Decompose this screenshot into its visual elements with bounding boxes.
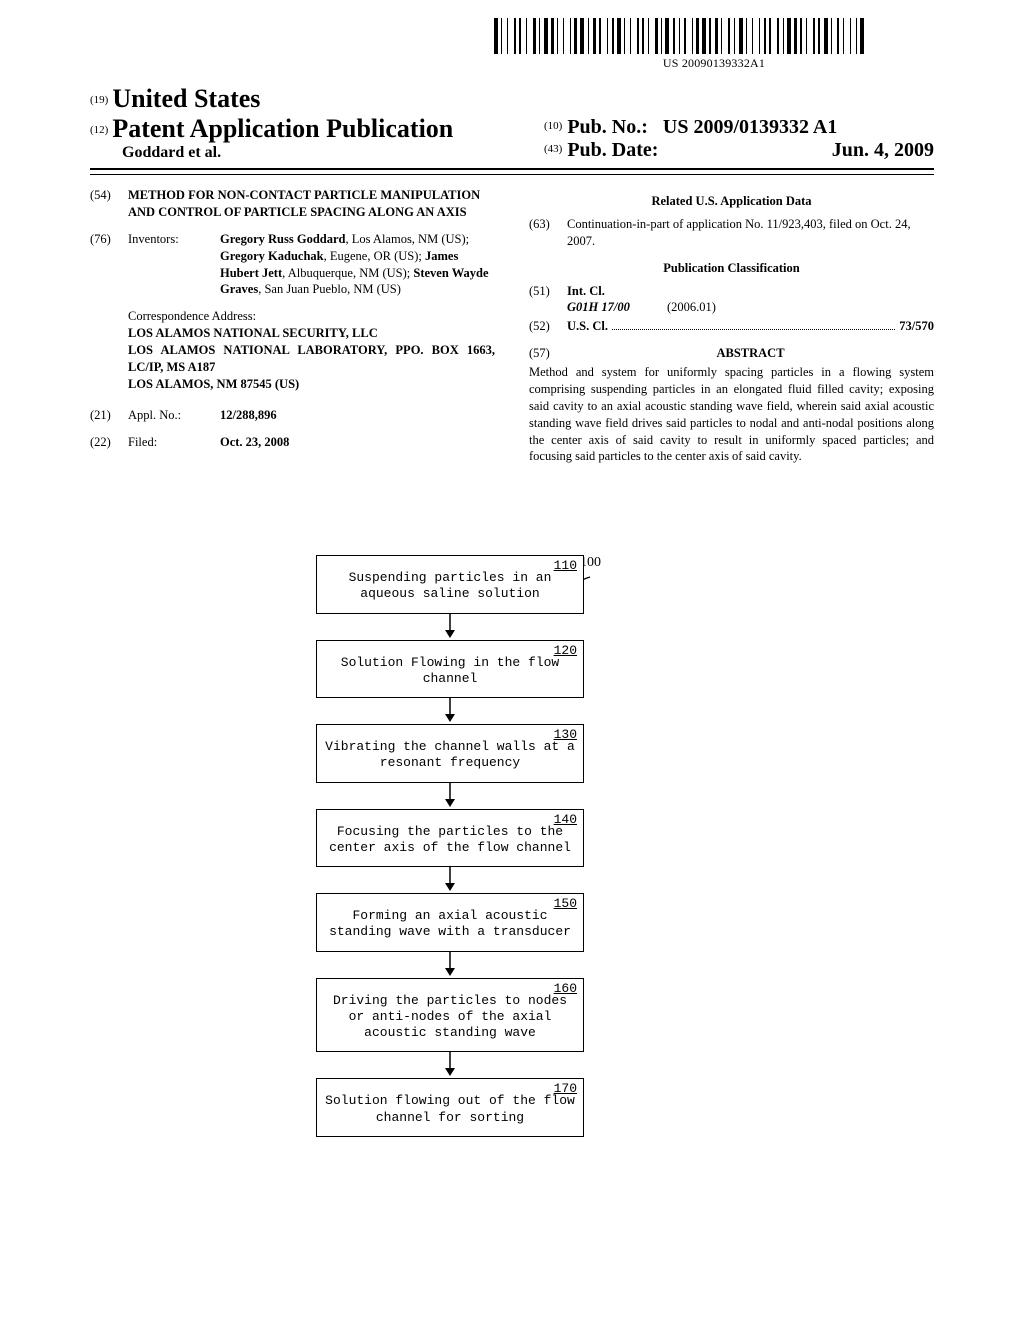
intcl-label: Int. Cl. xyxy=(567,283,934,300)
intcl-code: G01H 17/00 xyxy=(567,299,667,316)
flowchart-step-number: 120 xyxy=(554,643,577,659)
code-63: (63) xyxy=(529,216,567,250)
abstract-heading: ABSTRACT xyxy=(567,345,934,362)
code-10: (10) xyxy=(544,120,562,132)
publication-number: US 2009/0139332 A1 xyxy=(663,116,837,138)
flowchart-arrow-icon xyxy=(300,783,600,809)
patent-page: US 20090139332A1 (19) United States (12)… xyxy=(0,0,1024,1320)
flowchart-arrow-icon xyxy=(300,614,600,640)
inventors-label: Inventors: xyxy=(128,231,220,299)
barcode-label: US 20090139332A1 xyxy=(494,56,934,71)
header-rule-thin xyxy=(90,174,934,175)
right-column: Related U.S. Application Data (63) Conti… xyxy=(529,187,934,465)
filed-date: Oct. 23, 2008 xyxy=(220,434,495,451)
abstract-text: Method and system for uniformly spacing … xyxy=(529,364,934,465)
code-12: (12) xyxy=(90,124,108,136)
flowchart-step-number: 140 xyxy=(554,812,577,828)
code-43: (43) xyxy=(544,143,562,155)
related-data-heading: Related U.S. Application Data xyxy=(529,193,934,210)
correspondence-address: Correspondence Address: LOS ALAMOS NATIO… xyxy=(128,308,495,392)
flowchart-step-text: Vibrating the channel walls at a resonan… xyxy=(325,739,575,772)
dotted-leader xyxy=(612,319,895,330)
intcl-date: (2006.01) xyxy=(667,299,716,316)
flowchart-step-160: 160Driving the particles to nodes or ant… xyxy=(316,978,584,1053)
left-column: (54) METHOD FOR NON-CONTACT PARTICLE MAN… xyxy=(90,187,495,465)
filed-label: Filed: xyxy=(128,434,220,451)
flowchart-arrow-icon xyxy=(300,867,600,893)
pubdate-label: Pub. Date: xyxy=(567,139,658,161)
flowchart-arrow-icon xyxy=(300,952,600,978)
application-number: 12/288,896 xyxy=(220,407,495,424)
publication-type: Patent Application Publication xyxy=(112,114,453,143)
document-header: (19) United States (12) Patent Applicati… xyxy=(90,84,934,175)
code-51: (51) xyxy=(529,283,567,317)
authors-line: Goddard et al. xyxy=(122,144,480,162)
flowchart-step-number: 110 xyxy=(554,558,577,574)
flowchart-step-text: Focusing the particles to the center axi… xyxy=(325,824,575,857)
flowchart-step-text: Suspending particles in an aqueous salin… xyxy=(325,570,575,603)
correspondence-line2: LOS ALAMOS NATIONAL LABORATORY, PPO. BOX… xyxy=(128,342,495,376)
header-rule-thick xyxy=(90,168,934,170)
code-21: (21) xyxy=(90,407,128,424)
correspondence-line3: LOS ALAMOS, NM 87545 (US) xyxy=(128,376,495,393)
invention-title: METHOD FOR NON-CONTACT PARTICLE MANIPULA… xyxy=(128,187,495,221)
classification-heading: Publication Classification xyxy=(529,260,934,277)
correspondence-line1: LOS ALAMOS NATIONAL SECURITY, LLC xyxy=(128,325,495,342)
flowchart-diagram: 110Suspending particles in an aqueous sa… xyxy=(300,555,600,1137)
code-57: (57) xyxy=(529,345,567,362)
code-54: (54) xyxy=(90,187,128,221)
inventors-list: Gregory Russ Goddard, Los Alamos, NM (US… xyxy=(220,231,495,299)
flowchart-step-number: 170 xyxy=(554,1081,577,1097)
code-52: (52) xyxy=(529,318,567,335)
correspondence-label: Correspondence Address: xyxy=(128,308,495,325)
flowchart-step-number: 130 xyxy=(554,727,577,743)
applno-label: Appl. No.: xyxy=(128,407,220,424)
flowchart-step-140: 140Focusing the particles to the center … xyxy=(316,809,584,868)
uscl-label: U.S. Cl. xyxy=(567,318,608,335)
uscl-value: 73/570 xyxy=(899,318,934,335)
flowchart-step-130: 130Vibrating the channel walls at a reso… xyxy=(316,724,584,783)
flowchart-step-120: 120Solution Flowing in the flow channel xyxy=(316,640,584,699)
bibliographic-columns: (54) METHOD FOR NON-CONTACT PARTICLE MAN… xyxy=(90,187,934,465)
barcode-block: US 20090139332A1 xyxy=(494,18,934,71)
flowchart-step-text: Solution Flowing in the flow channel xyxy=(325,655,575,688)
flowchart-step-number: 150 xyxy=(554,896,577,912)
publication-date: Jun. 4, 2009 xyxy=(832,139,934,162)
flowchart-step-number: 160 xyxy=(554,981,577,997)
flowchart-step-170: 170Solution flowing out of the flow chan… xyxy=(316,1078,584,1137)
barcode xyxy=(494,18,934,54)
code-19: (19) xyxy=(90,94,108,106)
flowchart-step-text: Driving the particles to nodes or anti-n… xyxy=(325,993,575,1042)
flowchart-step-150: 150Forming an axial acoustic standing wa… xyxy=(316,893,584,952)
related-application-text: Continuation-in-part of application No. … xyxy=(567,216,934,250)
code-76: (76) xyxy=(90,231,128,299)
flowchart-arrow-icon xyxy=(300,698,600,724)
code-22: (22) xyxy=(90,434,128,451)
pubno-label: Pub. No.: xyxy=(567,116,648,138)
flowchart-step-110: 110Suspending particles in an aqueous sa… xyxy=(316,555,584,614)
flowchart-step-text: Forming an axial acoustic standing wave … xyxy=(325,908,575,941)
country: United States xyxy=(112,84,260,113)
flowchart-arrow-icon xyxy=(300,1052,600,1078)
flowchart-step-text: Solution flowing out of the flow channel… xyxy=(325,1093,575,1126)
